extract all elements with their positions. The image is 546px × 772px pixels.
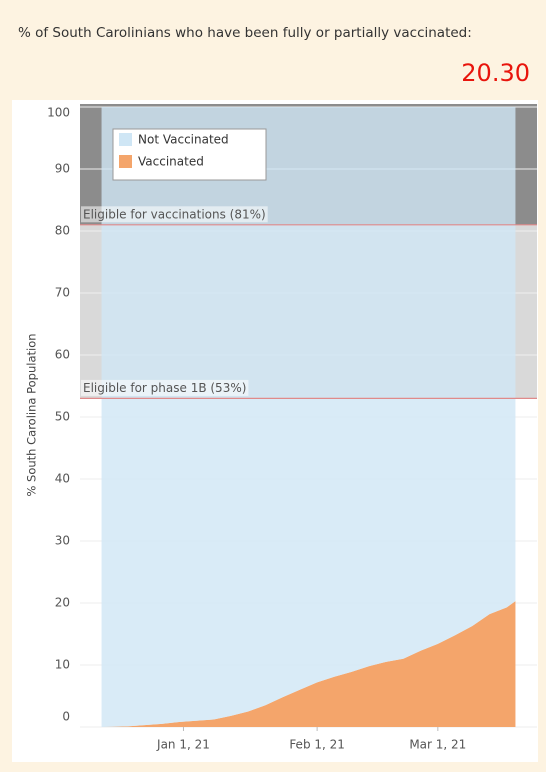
- y-tick-label: 30: [55, 534, 70, 548]
- area-0: [101, 107, 516, 727]
- y-tick-label: 70: [55, 286, 70, 300]
- reference-label: Eligible for phase 1B (53%): [83, 381, 246, 395]
- y-tick-label: 100: [47, 106, 70, 120]
- y-tick-label: 20: [55, 596, 70, 610]
- header-title: % of South Carolinians who have been ful…: [18, 25, 472, 41]
- legend-label: Vaccinated: [138, 155, 204, 169]
- y-tick-label: 40: [55, 472, 70, 486]
- x-tick-label: Jan 1, 21: [156, 738, 210, 752]
- legend-swatch: [119, 155, 132, 168]
- y-tick-label: 60: [55, 348, 70, 362]
- y-tick-label: 10: [55, 658, 70, 672]
- y-tick-label: 50: [55, 410, 70, 424]
- header-value: 20.30: [461, 59, 530, 87]
- legend-label: Not Vaccinated: [138, 133, 229, 147]
- y-tick-label: 90: [55, 162, 70, 176]
- legend-swatch: [119, 133, 132, 146]
- legend-box: [112, 128, 267, 181]
- reference-label-bg: [81, 206, 268, 223]
- area-1: [101, 601, 516, 727]
- reference-label: Eligible for vaccinations (81%): [83, 207, 266, 221]
- y-axis-label: % South Carolina Population: [25, 333, 39, 496]
- y-tick-label: 0: [62, 710, 70, 724]
- reference-label-bg: [81, 379, 249, 396]
- x-tick-label: Mar 1, 21: [409, 738, 466, 752]
- x-tick-label: Feb 1, 21: [289, 738, 345, 752]
- y-tick-label: 80: [55, 224, 70, 238]
